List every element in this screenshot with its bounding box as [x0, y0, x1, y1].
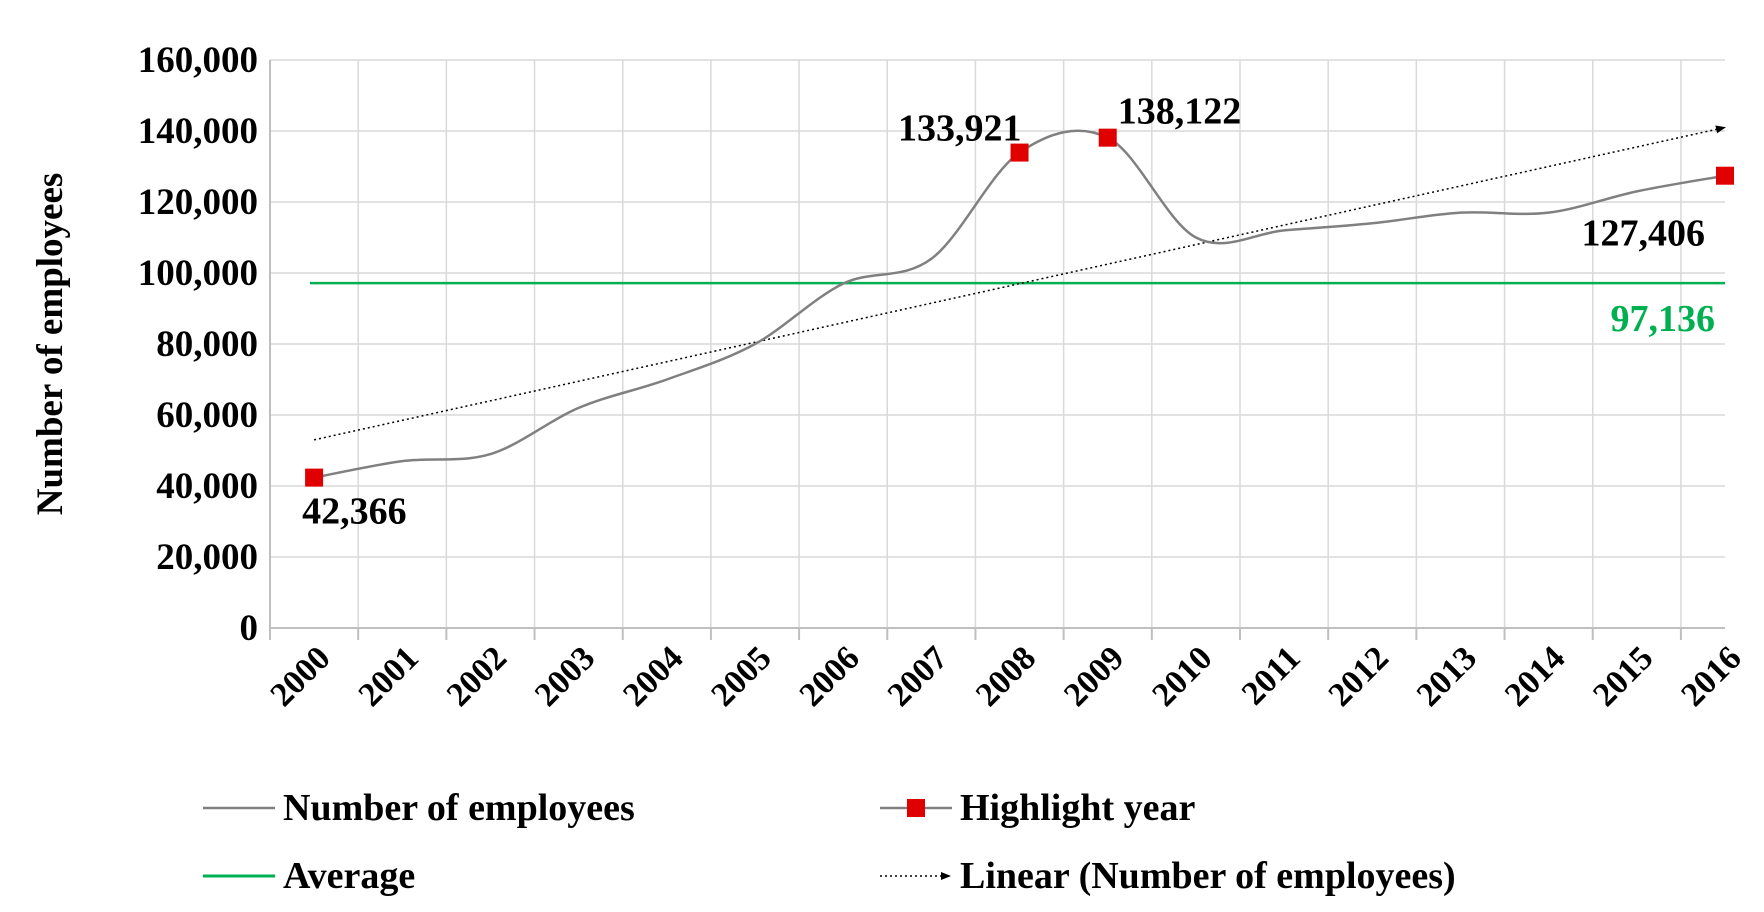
legend-swatch-marker	[907, 799, 925, 817]
series-layer	[305, 125, 1734, 487]
x-tick-label: 2016	[1674, 639, 1748, 713]
x-tick-label: 2013	[1410, 639, 1484, 713]
legend: Number of employees Highlight year Average…	[203, 787, 1456, 897]
y-tick-label: 140,000	[138, 111, 258, 152]
x-tick-label: 2011	[1235, 639, 1308, 712]
x-tick-label: 2004	[616, 639, 690, 713]
y-tick-label: 60,000	[156, 395, 258, 436]
y-tick-label: 40,000	[156, 466, 258, 507]
y-axis-title: Number of employees	[30, 173, 71, 516]
x-tick-label: 2010	[1145, 639, 1219, 713]
y-tick-label: 20,000	[156, 537, 258, 578]
y-tick-label: 0	[240, 608, 259, 649]
x-tick-label: 2007	[881, 639, 955, 713]
x-tick-label: 2001	[352, 639, 426, 713]
x-tick-label: 2014	[1498, 639, 1572, 713]
y-axis-ticks: 0 20,000 40,000 60,000 80,000 100,000 120,000 1…	[138, 40, 258, 649]
gridlines	[270, 59, 1725, 628]
data-label: 138,122	[1118, 91, 1242, 133]
legend-item: Average	[203, 855, 415, 897]
x-axis-ticks: 2000 2001 2002 2003 2004 2005 2006 2007 2008 2009…	[264, 639, 1749, 713]
highlight-marker	[1010, 143, 1029, 162]
y-tick-label: 100,000	[138, 253, 258, 294]
highlight-marker	[305, 468, 324, 487]
x-tick-label: 2006	[793, 639, 867, 713]
y-tick-label: 120,000	[138, 182, 258, 223]
legend-label: Highlight year	[960, 787, 1196, 829]
x-tick-label: 2003	[528, 639, 602, 713]
employees-line	[313, 129, 1726, 479]
x-tick-label: 2000	[264, 639, 338, 713]
highlight-marker	[1716, 166, 1734, 185]
average-label: 97,136	[1611, 298, 1716, 340]
x-tick-label: 2008	[969, 639, 1043, 713]
legend-item: Linear (Number of employees)	[880, 855, 1456, 897]
x-tick-label: 2002	[440, 639, 514, 713]
x-tick-label: 2012	[1322, 639, 1396, 713]
highlight-marker	[1098, 128, 1117, 147]
data-label: 127,406	[1582, 213, 1706, 255]
data-label: 42,366	[302, 491, 407, 533]
data-label: 133,921	[898, 108, 1022, 150]
trendline	[313, 125, 1726, 441]
legend-label: Number of employees	[283, 787, 635, 829]
x-tick-label: 2009	[1057, 639, 1131, 713]
legend-item: Number of employees	[203, 787, 635, 829]
x-tick-label: 2015	[1586, 639, 1660, 713]
legend-label: Linear (Number of employees)	[960, 855, 1456, 897]
x-tick-label: 2005	[704, 639, 778, 713]
legend-item: Highlight year	[880, 787, 1196, 829]
legend-label: Average	[283, 855, 415, 897]
y-tick-label: 80,000	[156, 324, 258, 365]
y-tick-label: 160,000	[138, 40, 258, 81]
axes	[269, 60, 1725, 640]
data-labels: 97,136 42,366 133,921 138,122 127,406	[302, 91, 1715, 533]
